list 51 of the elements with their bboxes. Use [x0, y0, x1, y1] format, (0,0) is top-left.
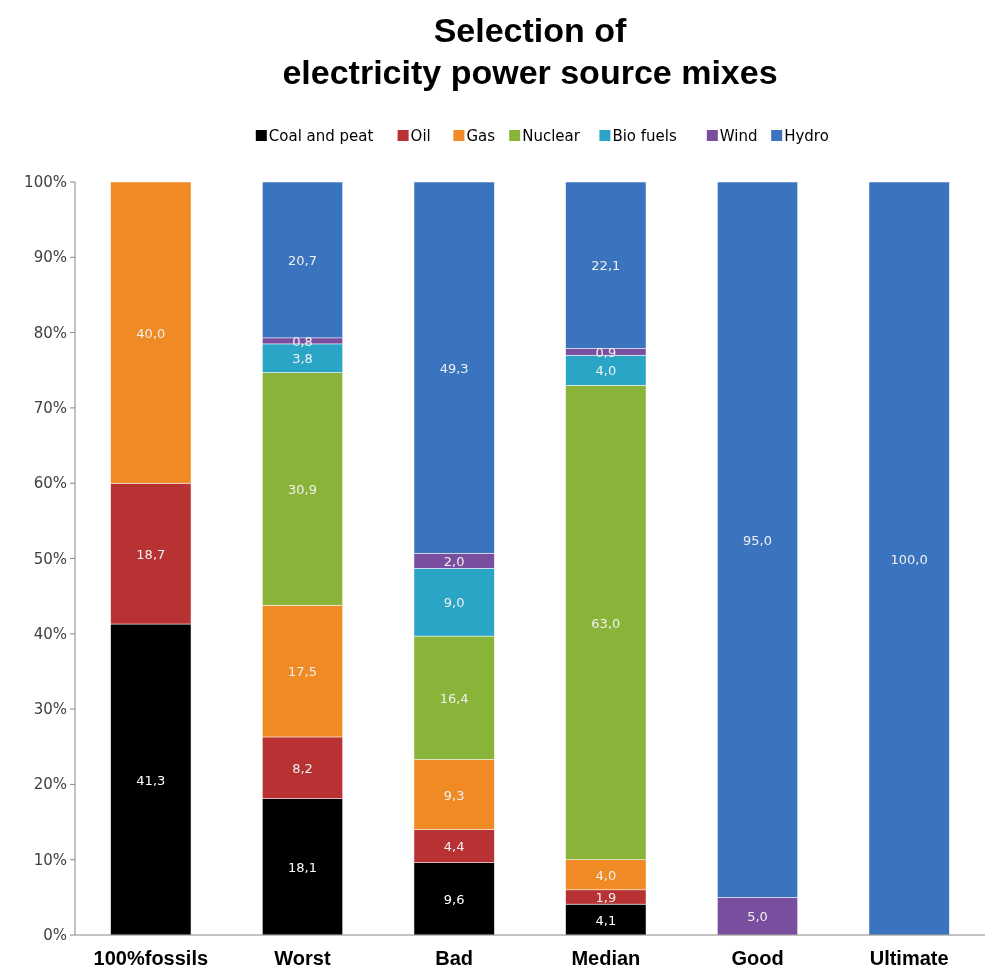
- y-tick-label: 60%: [33, 474, 67, 493]
- bar: [868, 181, 950, 936]
- data-label: 3,8: [292, 351, 313, 367]
- data-label: 40,0: [136, 325, 166, 341]
- x-tick-label: Median: [571, 947, 641, 969]
- y-tick-label: 20%: [33, 775, 67, 794]
- data-label: 9,3: [443, 787, 465, 803]
- data-label: 2,0: [443, 553, 465, 569]
- legend-label: Gas: [466, 127, 496, 145]
- data-label: 95,0: [743, 532, 772, 548]
- data-label: 4,0: [595, 867, 617, 883]
- data-label: 4,4: [443, 839, 465, 855]
- y-tick-label: 70%: [33, 398, 67, 417]
- data-label: 4,0: [595, 363, 617, 379]
- chart-title: Selection of electricity power source mixes: [282, 11, 778, 91]
- x-tick-label: 100%fossils: [93, 947, 209, 969]
- data-label: 22,1: [591, 258, 621, 274]
- data-label: 5,0: [747, 909, 768, 925]
- x-tick-label: Ultimate: [869, 947, 949, 969]
- legend-label: Nuclear: [522, 127, 581, 145]
- y-tick-label: 10%: [33, 850, 67, 869]
- legend-label: Bio fuels: [612, 127, 677, 145]
- data-label: 30,9: [288, 481, 317, 497]
- data-label: 16,4: [439, 690, 469, 706]
- data-label: 100,0: [890, 551, 928, 567]
- data-label: 9,0: [443, 595, 465, 611]
- y-tick-label: 50%: [33, 549, 67, 568]
- data-label: 4,1: [595, 912, 617, 928]
- x-tick-label: Good: [731, 947, 784, 969]
- data-label: 17,5: [288, 664, 317, 680]
- legend-label: Hydro: [784, 127, 829, 145]
- data-label: 18,1: [288, 859, 317, 875]
- legend-label: Oil: [410, 127, 431, 145]
- y-tick-label: 80%: [33, 323, 67, 342]
- data-label: 9,6: [443, 891, 465, 907]
- legend-label: Wind: [719, 127, 758, 145]
- data-label: 18,7: [136, 546, 166, 562]
- data-label: 49,3: [439, 360, 469, 376]
- x-tick-label: Bad: [435, 947, 474, 969]
- y-tick-label: 30%: [33, 700, 67, 719]
- data-label: 41,3: [136, 772, 166, 788]
- data-label: 8,2: [292, 760, 313, 776]
- data-label: 63,0: [591, 615, 621, 631]
- y-tick-label: 0%: [43, 926, 67, 944]
- y-tick-label: 100%: [24, 173, 67, 191]
- y-tick-label: 90%: [33, 248, 67, 267]
- data-label: 20,7: [288, 252, 317, 268]
- data-label: 1,9: [595, 889, 617, 905]
- x-tick-label: Worst: [274, 947, 331, 969]
- y-tick-label: 40%: [33, 624, 67, 643]
- legend-label: Coal and peat: [268, 127, 374, 145]
